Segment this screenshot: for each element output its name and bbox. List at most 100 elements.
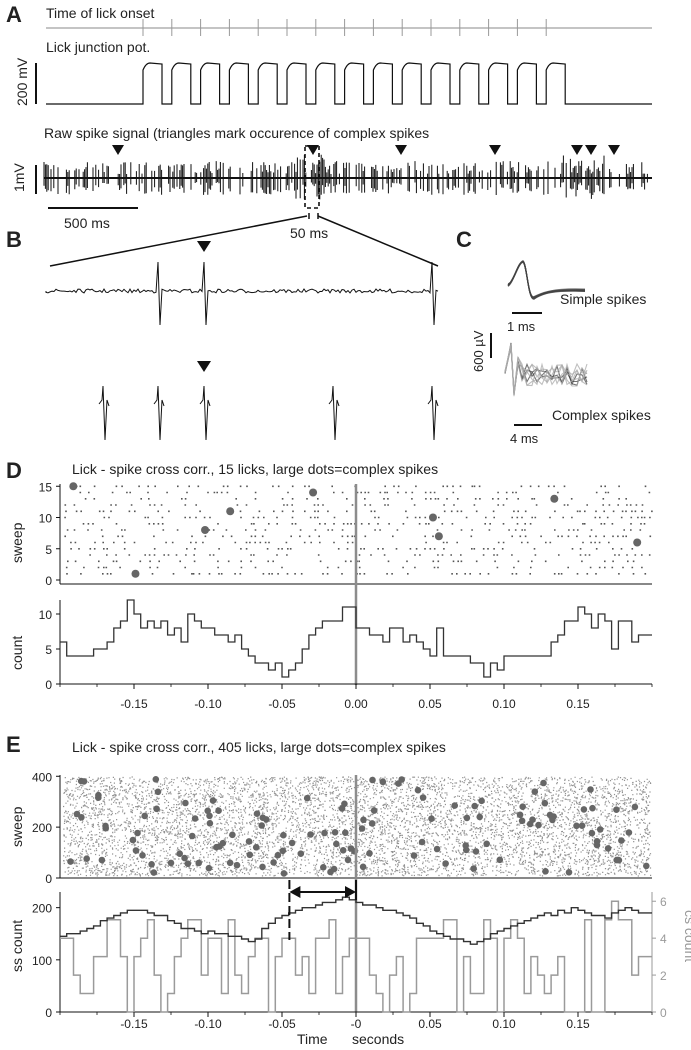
d-complex-spike-dot (434, 532, 443, 541)
x-tick-label: 0.15 (566, 1017, 590, 1031)
e-complex-spike-dot (181, 854, 188, 862)
lick-onset-label: Time of lick onset (46, 5, 155, 21)
e-complex-spike-dot (339, 847, 347, 854)
complex-spikes-label: Complex spikes (552, 407, 651, 423)
complex-spike-trace (504, 344, 588, 394)
x-tick-label: 0.05 (418, 1017, 442, 1031)
cut-spike-trace (98, 385, 439, 441)
y-tick-label: 5 (45, 543, 52, 557)
x-tick-label: 0.10 (492, 1017, 516, 1031)
complex-time-label: 4 ms (510, 431, 539, 446)
raw-spike-strokes (43, 154, 648, 200)
d-raster: 15 10 5 0 (39, 480, 653, 685)
e-complex-spike-dot (176, 850, 183, 857)
zoom-scale-label: 50 ms (290, 225, 328, 241)
x-tick-label: -0.05 (268, 1017, 296, 1031)
e-complex-spike-dot (580, 806, 588, 813)
e-complex-spike-dot (370, 807, 378, 814)
e-complex-spike-dot (531, 788, 539, 795)
complex-spike-trace (504, 346, 588, 395)
d-complex-spike-dot (428, 513, 437, 522)
e-complex-spike-dot (259, 863, 266, 871)
d-complex-spike-dot (131, 569, 140, 578)
e-complex-spike-dot (360, 816, 367, 824)
e-complex-spike-dot (141, 812, 148, 820)
x-tick-label: 0.15 (566, 697, 590, 711)
e-raster-ylabel: sweep (9, 806, 25, 847)
e-complex-spike-dot (366, 850, 373, 857)
e-complex-spike-dot (342, 829, 349, 836)
simple-spike-trace (507, 261, 586, 299)
e-complex-spike-dot (152, 776, 160, 783)
panel-c: C 1 ms Simple spikes 600 µV 4 ms Complex… (456, 227, 651, 446)
e-complex-spike-dot (470, 865, 477, 872)
e-complex-spike-dot (463, 814, 471, 822)
zoom-connector-right (317, 215, 439, 267)
e-complex-spike-dot (476, 813, 484, 821)
e-complex-spike-dot (442, 860, 449, 867)
y-tick-label: 400 (32, 770, 52, 784)
x-tick-label: 0.05 (418, 697, 442, 711)
complex-spike-triangle (608, 145, 620, 155)
y-tick-label: 0 (45, 1006, 52, 1020)
complex-spike-triangle (395, 145, 407, 155)
d-complex-spike-dot (69, 482, 78, 491)
e-complex-spike-dot (471, 802, 479, 810)
e-complex-spike-dot (132, 847, 140, 854)
e-complex-spike-dot (542, 868, 549, 875)
raw-spike-label: Raw spike signal (triangles mark occuren… (44, 125, 429, 141)
x-tick-label: -0.10 (194, 1017, 222, 1031)
e-arrow-head-left (289, 886, 301, 898)
e-complex-spike-dot (369, 776, 376, 784)
cut-complex-marker (197, 361, 211, 372)
e-complex-spike-dot (209, 797, 217, 804)
x-tick-label: 0.00 (344, 697, 368, 711)
e-complex-spike-dot (233, 861, 241, 869)
d-complex-spike-dot (201, 526, 210, 534)
e-complex-spike-dot (226, 859, 234, 867)
e-histogram: 200 100 0 6 4 2 0 -0.15 -0.10 -0.05 -0 0.05 0.10 0.15 (32, 880, 667, 1031)
e-complex-spike-dot (184, 860, 192, 867)
cs-y-tick-label: 0 (660, 1006, 667, 1020)
x-tick-label: -0 (351, 1017, 362, 1031)
panel-e-letter: E (6, 732, 21, 757)
e-complex-spike-dot (188, 832, 196, 840)
x-tick-label: -0.15 (120, 1017, 148, 1031)
e-complex-spike-dot (344, 856, 352, 864)
panel-a: A Time of lick onset Lick junction pot. … (6, 2, 652, 241)
junction-trace (46, 62, 652, 105)
e-complex-spike-dot (578, 822, 586, 829)
e-complex-spike-dot (320, 864, 327, 871)
y-tick-label: 10 (39, 608, 53, 622)
panel-b: B (6, 215, 439, 441)
e-complex-spike-dot (596, 826, 604, 833)
e-complex-spike-dot (410, 852, 418, 859)
e-complex-spike-dot (565, 869, 573, 876)
e-complex-spike-dot (379, 778, 387, 786)
e-complex-spike-dot (338, 805, 346, 812)
y-tick-label: 0 (45, 872, 52, 886)
e-complex-spike-dot (613, 806, 620, 813)
e-complex-spike-dot (279, 847, 287, 855)
d-complex-spike-dot (550, 494, 559, 503)
e-complex-spike-dot (216, 843, 223, 850)
e-complex-spike-dot (191, 815, 199, 822)
x-tick-label: 0.10 (492, 697, 516, 711)
e-ss-step (60, 896, 652, 945)
e-complex-spike-dot (516, 811, 524, 819)
e-complex-spike-dot (589, 804, 596, 812)
e-complex-spike-dot (359, 863, 367, 871)
complex-spike-triangle (112, 145, 124, 155)
e-complex-spike-dot (472, 848, 480, 855)
complex-spike-triangle (307, 145, 319, 155)
e-complex-spike-dot (433, 845, 441, 853)
e-complex-spike-dot (297, 850, 305, 857)
e-complex-spike-dot (414, 786, 422, 794)
e-complex-spike-dot (274, 851, 282, 859)
e-complex-spike-dot (215, 807, 222, 814)
d-hist-ylabel: count (9, 636, 25, 670)
e-complex-spike-dot (303, 794, 311, 802)
panel-c-letter: C (456, 227, 472, 252)
panel-e: E Lick - spike cross corr., 405 licks, l… (6, 732, 691, 1047)
